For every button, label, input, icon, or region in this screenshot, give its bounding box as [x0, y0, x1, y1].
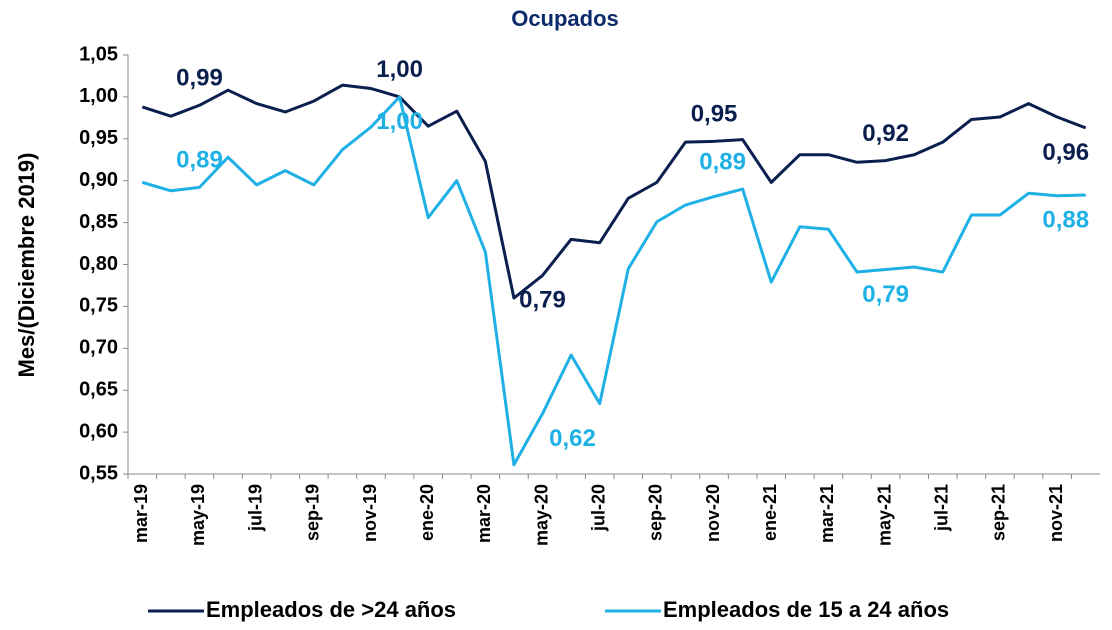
- x-tick-label: may-21: [874, 484, 894, 546]
- x-tick-label: nov-20: [703, 484, 723, 542]
- data-label: 0,79: [862, 281, 909, 308]
- y-tick-label: 0,60: [79, 420, 118, 442]
- x-tick-label: ene-20: [417, 484, 437, 541]
- y-tick-label: 0,70: [79, 337, 118, 359]
- x-tick-label: mar-20: [474, 484, 494, 543]
- y-tick-label: 0,95: [79, 127, 118, 149]
- data-label: 0,79: [519, 287, 566, 314]
- data-label: 0,89: [176, 147, 223, 174]
- y-tick-label: 1,00: [79, 85, 118, 107]
- x-tick-label: jul-19: [245, 484, 265, 532]
- data-label: 0,96: [1042, 139, 1089, 166]
- x-tick-label: sep-20: [646, 484, 666, 541]
- data-label: 0,92: [862, 120, 909, 147]
- x-tick-label: may-20: [531, 484, 551, 546]
- y-tick-label: 0,80: [79, 253, 118, 275]
- x-tick-label: ene-21: [760, 484, 780, 541]
- x-tick-label: may-19: [188, 484, 208, 546]
- legend-label: Empleados de 15 a 24 años: [663, 597, 949, 622]
- y-tick-label: 0,65: [79, 378, 118, 400]
- x-tick-label: nov-21: [1046, 484, 1066, 542]
- data-label: 1,00: [376, 56, 423, 83]
- series-line: [141, 95, 1086, 467]
- data-label: 0,62: [549, 425, 596, 452]
- data-label: 1,00: [376, 108, 423, 135]
- series-line: [141, 83, 1087, 300]
- data-label: 0,89: [699, 148, 746, 175]
- x-tick-label: sep-21: [989, 484, 1009, 541]
- x-tick-label: sep-19: [303, 484, 323, 541]
- y-tick-label: 0,85: [79, 211, 118, 233]
- x-tick-label: jul-20: [588, 484, 608, 532]
- x-tick-label: mar-21: [817, 484, 837, 543]
- x-tick-label: mar-19: [131, 484, 151, 543]
- data-label: 0,95: [691, 101, 738, 128]
- data-label: 0,99: [176, 65, 223, 92]
- y-tick-label: 0,75: [79, 295, 118, 317]
- data-label: 0,88: [1042, 206, 1089, 233]
- legend-label: Empleados de >24 años: [206, 597, 456, 622]
- x-tick-label: nov-19: [360, 484, 380, 542]
- y-tick-label: 0,55: [79, 462, 118, 484]
- chart-title: Ocupados: [511, 6, 619, 31]
- y-tick-label: 0,90: [79, 169, 118, 191]
- y-axis-label: Mes/(Diciembre 2019): [14, 153, 39, 378]
- x-tick-label: jul-21: [932, 484, 952, 532]
- y-tick-label: 1,05: [79, 43, 118, 65]
